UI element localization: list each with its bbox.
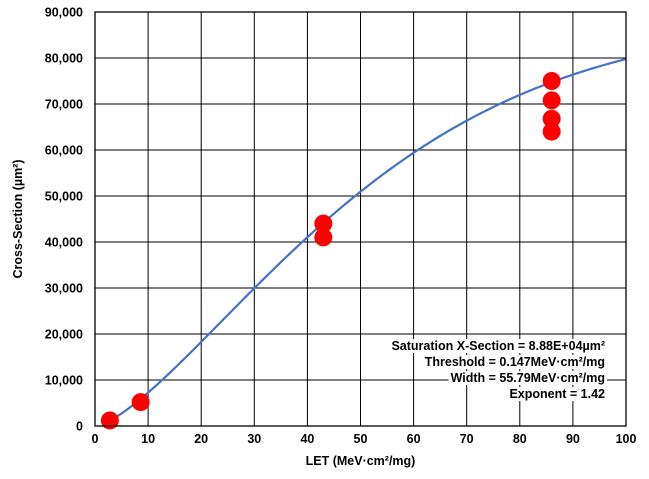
x-tick-label: 70 <box>460 432 474 446</box>
y-tick-label: 20,000 <box>45 328 83 342</box>
x-tick-label: 40 <box>300 432 314 446</box>
y-tick-label: 0 <box>76 420 83 434</box>
annotation-bg <box>389 339 607 353</box>
y-tick-label: 60,000 <box>45 144 83 158</box>
x-tick-label: 30 <box>247 432 261 446</box>
x-tick-label: 100 <box>616 432 637 446</box>
annotation-text: Saturation X-Section = 8.88E+04µm² <box>391 339 605 353</box>
x-tick-label: 50 <box>354 432 368 446</box>
annotation-bg <box>507 387 608 401</box>
y-axis-title: Cross-Section (µm²) <box>11 159 25 278</box>
y-tick-label: 30,000 <box>45 282 83 296</box>
plot-frame <box>94 11 627 427</box>
fit-annotations: Saturation X-Section = 8.88E+04µm² Thresh… <box>389 339 608 401</box>
x-tick-label: 20 <box>194 432 208 446</box>
x-tick-label: 10 <box>141 432 155 446</box>
data-point <box>542 91 561 110</box>
x-tick-label: 90 <box>566 432 580 446</box>
y-axis-ticks: 0 10,000 20,000 30,000 40,000 50,000 60,000 70,… <box>45 6 83 434</box>
data-point <box>542 122 561 141</box>
fit-curve <box>107 58 627 423</box>
data-point <box>314 214 333 233</box>
y-tick-label: 70,000 <box>45 98 83 112</box>
y-tick-label: 10,000 <box>45 374 83 388</box>
x-tick-label: 0 <box>92 432 99 446</box>
data-point <box>100 411 119 430</box>
annotation-text: Exponent = 1.42 <box>509 387 605 401</box>
y-tick-label: 80,000 <box>45 52 83 66</box>
x-tick-label: 80 <box>513 432 527 446</box>
x-axis-title: LET (MeV·cm²/mg) <box>306 454 416 468</box>
data-points <box>100 72 561 430</box>
x-tick-label: 60 <box>407 432 421 446</box>
annotation-bg <box>448 371 607 385</box>
annotation-text: Width = 55.79MeV·cm²/mg <box>451 371 605 385</box>
data-point <box>542 109 561 128</box>
y-tick-label: 50,000 <box>45 190 83 204</box>
y-tick-label: 40,000 <box>45 236 83 250</box>
data-point <box>314 228 333 247</box>
x-axis-ticks: 0 10 20 30 40 50 60 70 80 90 100 <box>92 432 637 446</box>
annotation-text: Threshold = 0.147MeV·cm²/mg <box>425 355 605 369</box>
data-point <box>131 393 150 412</box>
annotation-bg <box>422 355 607 369</box>
data-point <box>542 72 561 90</box>
y-tick-label: 90,000 <box>45 6 83 20</box>
